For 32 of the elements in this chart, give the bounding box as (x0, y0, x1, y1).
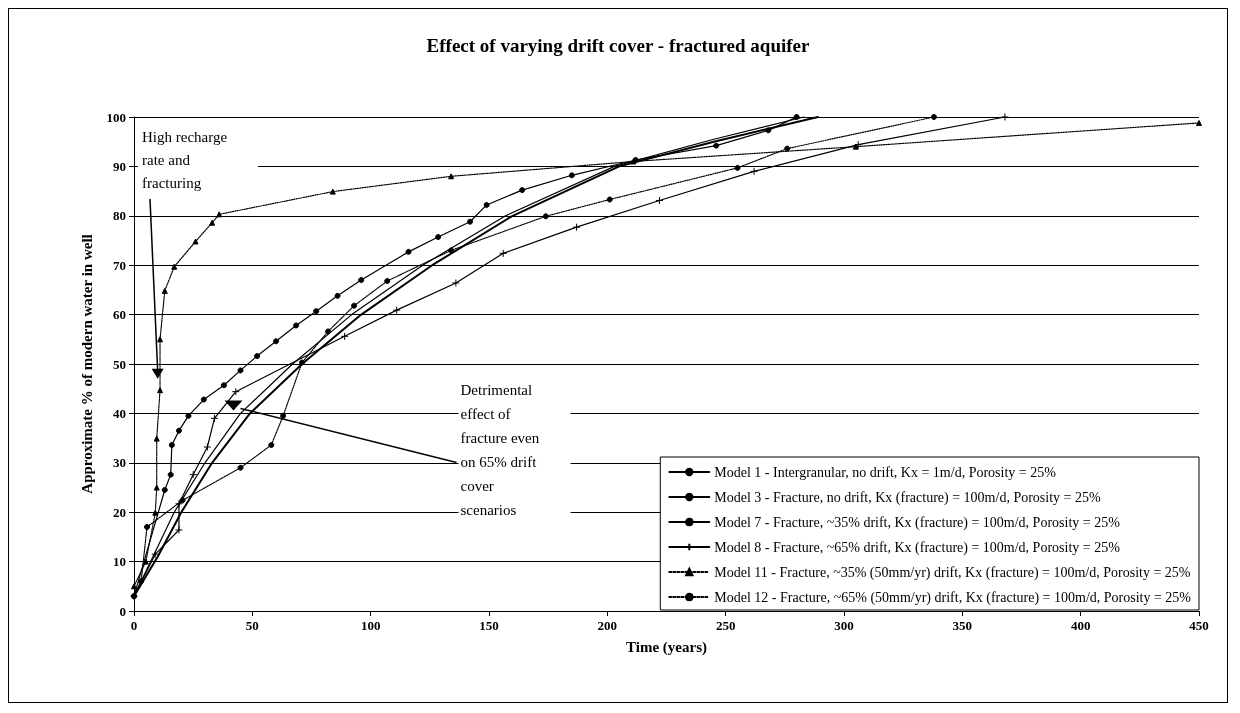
y-tick-label: 30 (113, 455, 126, 471)
x-tick-label: 300 (834, 618, 854, 633)
y-tick-label: 0 (119, 603, 126, 619)
x-tick-label: 400 (1070, 618, 1091, 633)
y-tick-label: 50 (113, 356, 126, 372)
annotation: Detrimental effect of fracture even on 65% drift cover scenarios (460, 382, 540, 519)
x-axis-title: Time (years) (626, 638, 707, 656)
y-tick-label: 70 (113, 257, 126, 273)
legend-label: Model 8 - Fracture, ~65% drift, Kx (fracture) = 100m/d, Porosity = 25% (714, 539, 1121, 556)
x-tick-label: 250 (715, 618, 736, 633)
y-tick-label: 80 (113, 208, 126, 224)
legend-label: Model 11 - Fracture, ~35% (50mm/yr) drift, Kx (fracture) = 100m/d, Porosity = 25% (714, 564, 1191, 581)
legend-label: Model 1 - Intergranular, no drift, Kx = 1m/d, Porosity = 25% (714, 464, 1057, 480)
legend-label: Model 3 - Fracture, no drift, Kx (fracture) = 100m/d, Porosity = 25% (714, 489, 1101, 506)
x-tick-label: 150 (479, 618, 499, 633)
y-axis-title: Approximate % of modern water in well (78, 234, 95, 494)
x-tick-label: 0 (130, 618, 138, 633)
legend-label: Model 12 - Fracture, ~65% (50mm/yr) drift, Kx (fracture) = 100m/d, Porosity = 25% (714, 589, 1192, 606)
legend-label: Model 7 - Fracture, ~35% drift, Kx (fracture) = 100m/d, Porosity = 25% (714, 514, 1121, 531)
y-tick-label: 40 (113, 405, 126, 421)
y-tick-label: 100 (106, 109, 126, 125)
x-tick-label: 200 (597, 618, 618, 633)
annotation: High recharge rate and fracturing (142, 128, 228, 191)
x-tick-label: 100 (360, 618, 381, 633)
y-tick-label: 90 (113, 158, 126, 174)
chart-title: Effect of varying drift cover - fractured aquifer (426, 35, 810, 56)
y-tick-label: 60 (113, 307, 126, 323)
x-tick-label: 450 (1189, 618, 1209, 633)
x-tick-label: 50 (245, 618, 259, 633)
y-tick-label: 10 (113, 554, 126, 570)
y-tick-label: 20 (113, 504, 126, 520)
x-tick-label: 350 (952, 618, 973, 633)
